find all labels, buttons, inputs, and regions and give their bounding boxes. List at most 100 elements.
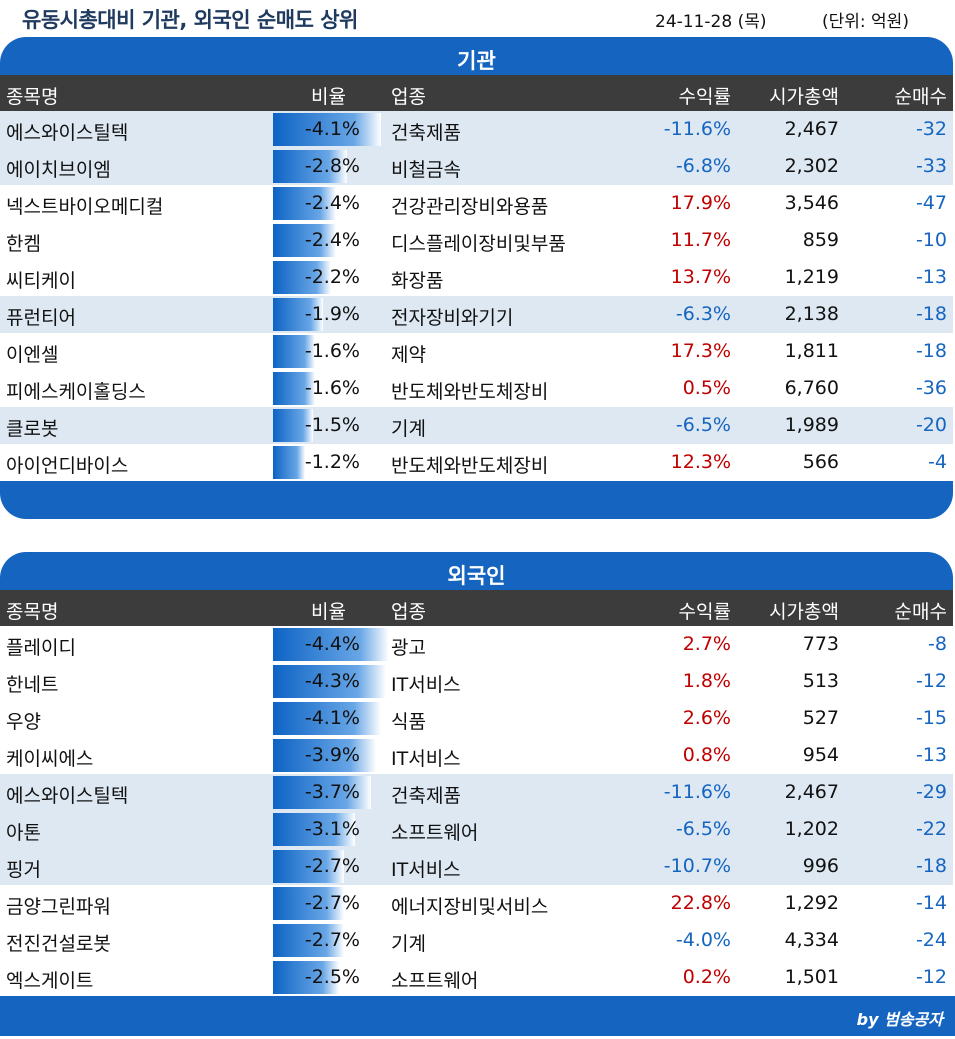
stock-name: 에이치브이엠 <box>6 159 111 181</box>
ratio-bar <box>273 961 339 994</box>
net-buy-value: -33 <box>915 155 947 177</box>
net-buy-value: -12 <box>915 966 947 988</box>
table-row: 에스와이스틸텍 -3.7% 건축제품 -11.6% 2,467 -29 <box>0 774 953 811</box>
unit-label: (단위: 억원) <box>822 12 909 32</box>
industry: 디스플레이장비및부품 <box>391 233 566 255</box>
col-market-cap-header: 시가총액 <box>769 601 839 623</box>
net-buy-value: -12 <box>915 670 947 692</box>
ratio-value: -4.4% <box>304 633 360 655</box>
stock-name: 씨티케이 <box>6 270 76 292</box>
table-row: 금양그린파워 -2.7% 에너지장비및서비스 22.8% 1,292 -14 <box>0 885 953 922</box>
table-row: 핑거 -2.7% IT서비스 -10.7% 996 -18 <box>0 848 953 885</box>
market-cap: 4,334 <box>784 929 839 951</box>
table-row: 전진건설로봇 -2.7% 기계 -4.0% 4,334 -24 <box>0 922 953 959</box>
stock-name: 우양 <box>6 711 41 733</box>
industry: 소프트웨어 <box>391 822 479 844</box>
ratio-bar <box>273 446 305 479</box>
stock-name: 전진건설로봇 <box>6 933 111 955</box>
ratio-value: -3.1% <box>304 818 360 840</box>
return-value: 17.9% <box>670 192 731 214</box>
market-cap: 954 <box>802 744 839 766</box>
return-value: 1.8% <box>682 670 731 692</box>
market-cap: 859 <box>802 229 839 251</box>
col-name-header: 종목명 <box>6 86 59 108</box>
ratio-value: -2.8% <box>304 155 360 177</box>
ratio-value: -3.7% <box>304 781 360 803</box>
table-row: 클로봇 -1.5% 기계 -6.5% 1,989 -20 <box>0 407 953 444</box>
col-ratio-header: 비율 <box>311 86 346 108</box>
col-net-header: 순매수 <box>894 86 947 108</box>
col-return-header: 수익률 <box>678 86 731 108</box>
ratio-value: -4.1% <box>304 118 360 140</box>
return-value: 11.7% <box>670 229 731 251</box>
ratio-value: -4.1% <box>304 707 360 729</box>
ratio-bar <box>273 665 386 698</box>
stock-name: 플레이디 <box>6 637 76 659</box>
ratio-bar <box>273 739 376 772</box>
stock-name: 퓨런티어 <box>6 307 76 329</box>
ratio-value: -2.7% <box>304 855 360 877</box>
stock-name: 넥스트바이오메디컬 <box>6 196 164 218</box>
industry: 반도체와반도체장비 <box>391 381 549 403</box>
market-cap: 996 <box>802 855 839 877</box>
net-buy-value: -13 <box>915 266 947 288</box>
ratio-value: -2.5% <box>304 966 360 988</box>
net-buy-value: -14 <box>915 892 947 914</box>
market-cap: 1,811 <box>784 340 839 362</box>
ratio-value: -1.6% <box>304 340 360 362</box>
return-value: 0.2% <box>682 966 731 988</box>
stock-name: 피에스케이홀딩스 <box>6 381 146 403</box>
industry: 기계 <box>391 418 426 440</box>
col-industry-header: 업종 <box>391 601 426 623</box>
stock-name: 클로봇 <box>6 418 59 440</box>
ratio-value: -2.7% <box>304 929 360 951</box>
col-return-header: 수익률 <box>678 601 731 623</box>
institution-column-header: 종목명 비율 업종 수익률 시가총액 순매수 <box>0 75 953 111</box>
industry: 건축제품 <box>391 785 461 807</box>
table-row: 퓨런티어 -1.9% 전자장비와기기 -6.3% 2,138 -18 <box>0 296 953 333</box>
ratio-bar <box>273 187 336 220</box>
table-row: 넥스트바이오메디컬 -2.4% 건강관리장비와용품 17.9% 3,546 -47 <box>0 185 953 222</box>
industry: 건축제품 <box>391 122 461 144</box>
net-buy-value: -18 <box>915 340 947 362</box>
page-title: 유동시총대비 기관, 외국인 순매도 상위 <box>22 8 358 32</box>
ratio-value: -1.9% <box>304 303 360 325</box>
title-bar: 유동시총대비 기관, 외국인 순매도 상위 24-11-28 (목) (단위: … <box>0 0 955 38</box>
table-row: 케이씨에스 -3.9% IT서비스 0.8% 954 -13 <box>0 737 953 774</box>
net-buy-value: -32 <box>915 118 947 140</box>
institution-section: 기관 종목명 비율 업종 수익률 시가총액 순매수 에스와이스틸텍 -4.1% 건축… <box>0 37 955 521</box>
return-value: -6.3% <box>675 303 731 325</box>
return-value: -10.7% <box>663 855 731 877</box>
ratio-bar <box>273 813 355 846</box>
industry: IT서비스 <box>391 748 461 770</box>
table-row: 씨티케이 -2.2% 화장품 13.7% 1,219 -13 <box>0 259 953 296</box>
market-cap: 2,302 <box>784 155 839 177</box>
table-row: 플레이디 -4.4% 광고 2.7% 773 -8 <box>0 626 953 663</box>
stock-name: 한켐 <box>6 233 41 255</box>
net-buy-value: -20 <box>915 414 947 436</box>
industry: 제약 <box>391 344 426 366</box>
stock-name: 핑거 <box>6 859 41 881</box>
ratio-bar <box>273 887 344 920</box>
industry: 광고 <box>391 637 426 659</box>
return-value: 22.8% <box>670 892 731 914</box>
return-value: -4.0% <box>675 929 731 951</box>
ratio-value: -4.3% <box>304 670 360 692</box>
industry: 식품 <box>391 711 426 733</box>
net-buy-value: -13 <box>915 744 947 766</box>
market-cap: 1,202 <box>784 818 839 840</box>
market-cap: 773 <box>802 633 839 655</box>
market-cap: 1,219 <box>784 266 839 288</box>
industry: 소프트웨어 <box>391 970 479 992</box>
credit-signature: by 범송공자 <box>856 1010 943 1029</box>
ratio-bar <box>273 335 315 368</box>
ratio-bar <box>273 850 344 883</box>
net-buy-value: -36 <box>915 377 947 399</box>
ratio-bar <box>273 924 344 957</box>
industry: 건강관리장비와용품 <box>391 196 549 218</box>
stock-name: 엑스게이트 <box>6 970 94 992</box>
table-row: 에스와이스틸텍 -4.1% 건축제품 -11.6% 2,467 -32 <box>0 111 953 148</box>
ratio-value: -2.4% <box>304 229 360 251</box>
foreign-section: 외국인 종목명 비율 업종 수익률 시가총액 순매수 플레이디 -4.4% 광고 2.… <box>0 552 955 1039</box>
institution-section-header: 기관 <box>0 37 953 77</box>
